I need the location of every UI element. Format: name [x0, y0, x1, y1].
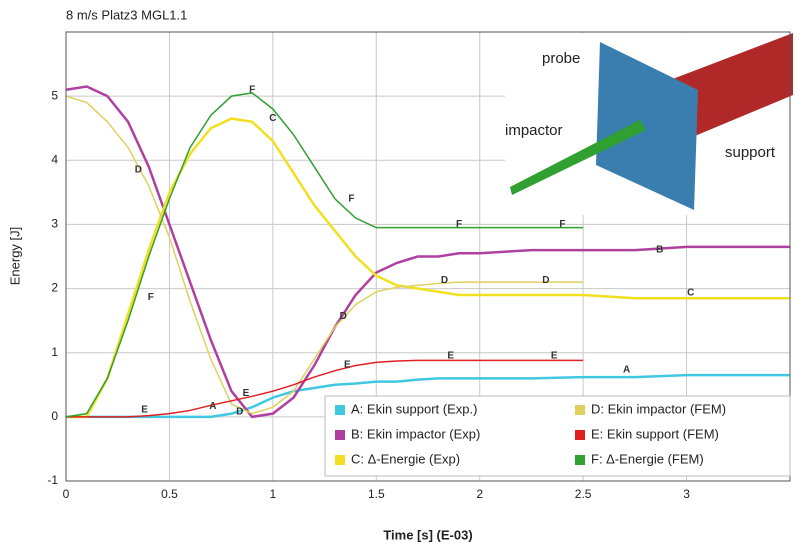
- chart-title: 8 m/s Platz3 MGL1.1: [66, 7, 187, 22]
- x-tick-label: 2: [476, 487, 483, 501]
- curve-label: E: [141, 404, 148, 415]
- x-axis-label: Time [s] (E-03): [383, 527, 472, 542]
- y-tick-label: 0: [51, 409, 58, 423]
- x-tick-label: 1.5: [368, 487, 385, 501]
- y-axis-label: Energy [J]: [7, 227, 22, 286]
- curve-label: D: [236, 406, 243, 417]
- inset-render: probe impactor support: [505, 33, 793, 215]
- y-tick-label: 1: [51, 345, 58, 359]
- curve-label: C: [687, 288, 694, 299]
- legend-swatch: [575, 430, 585, 440]
- legend-swatch: [335, 455, 345, 465]
- legend: A: Ekin support (Exp.) B: Ekin impactor (…: [325, 396, 790, 476]
- curve-label: D: [441, 275, 448, 286]
- x-tick-label: 0: [63, 487, 70, 501]
- curve-label: D: [542, 275, 549, 286]
- x-tick-label: 0.5: [161, 487, 178, 501]
- inset-label: impactor: [505, 122, 563, 139]
- curve-label: F: [148, 292, 154, 303]
- x-tick-label: 1: [270, 487, 277, 501]
- legend-label: B: Ekin impactor (Exp): [351, 426, 480, 441]
- curve-label: E: [344, 360, 351, 371]
- legend-swatch: [575, 405, 585, 415]
- curve-label: F: [348, 193, 354, 204]
- curve-label: D: [135, 165, 142, 176]
- x-tick-label: 3: [683, 487, 690, 501]
- legend-label: D: Ekin impactor (FEM): [591, 401, 726, 416]
- legend-swatch: [575, 455, 585, 465]
- legend-label: A: Ekin support (Exp.): [351, 401, 477, 416]
- inset-label: probe: [542, 50, 580, 67]
- legend-label: C: Δ-Energie (Exp): [351, 451, 460, 466]
- legend-swatch: [335, 405, 345, 415]
- curve-label: F: [249, 84, 255, 95]
- x-tick-label: 2.5: [575, 487, 592, 501]
- curve-label: B: [656, 245, 663, 256]
- y-tick-label: 3: [51, 217, 58, 231]
- curve-label: F: [559, 219, 565, 230]
- y-tick-label: -1: [47, 473, 58, 487]
- curve-label: E: [551, 351, 558, 362]
- curve-label: D: [340, 311, 347, 322]
- y-tick-label: 4: [51, 152, 58, 166]
- y-tick-label: 5: [51, 88, 58, 102]
- curve-label: F: [456, 219, 462, 230]
- curve-label: E: [243, 388, 250, 399]
- chart: 8 m/s Platz3 MGL1.1 Time [s] (E-03) Ener…: [0, 0, 806, 556]
- inset-label: support: [725, 144, 776, 161]
- curve-label: E: [447, 351, 454, 362]
- curve-label: A: [623, 365, 630, 376]
- curve-label: A: [209, 401, 216, 412]
- y-tick-label: 2: [51, 281, 58, 295]
- legend-label: E: Ekin support (FEM): [591, 426, 719, 441]
- legend-label: F: Δ-Energie (FEM): [591, 451, 704, 466]
- legend-swatch: [335, 430, 345, 440]
- curve-label: C: [269, 113, 276, 124]
